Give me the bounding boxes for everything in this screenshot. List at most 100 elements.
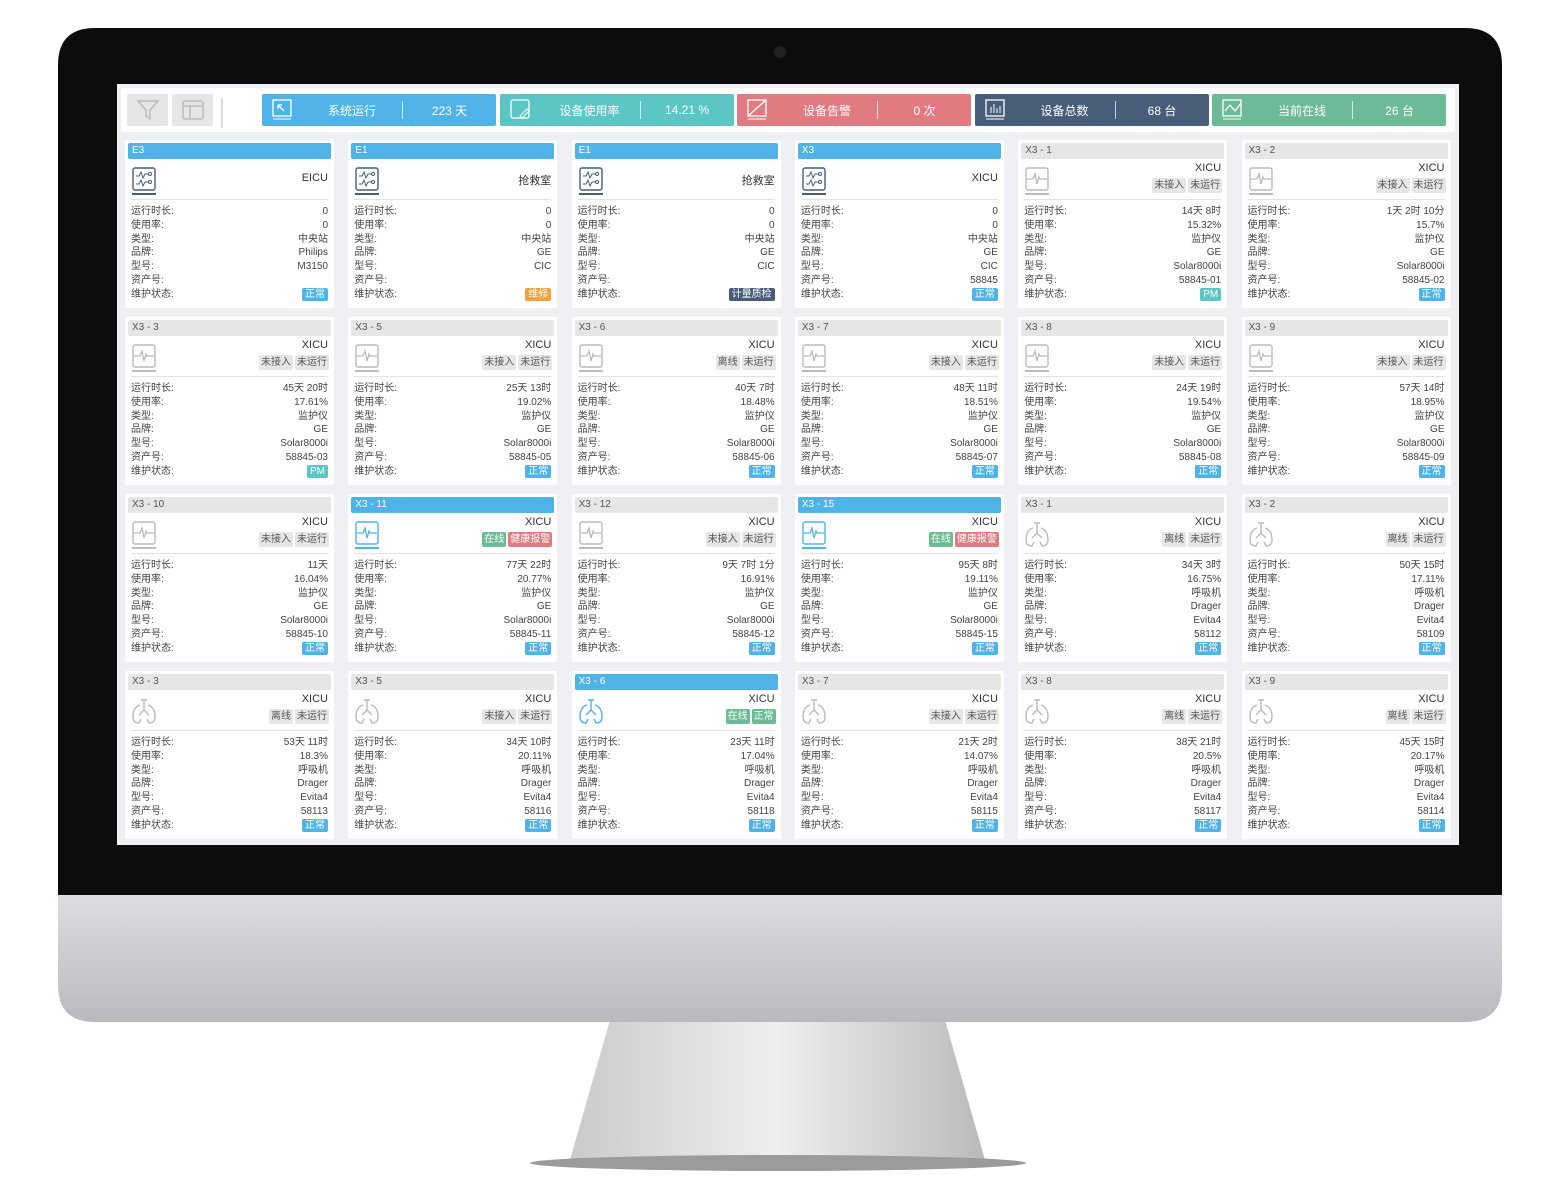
field-list: 运行时长: 25天 13时 使用率: 19.02% 类型: 监护仪 品牌: GE 型号: Sola…	[354, 382, 552, 479]
device-card[interactable]: X3 - 6 XICU 在线 正常 运行时长: 23天 11时 使用率: 17.04% 类…	[571, 671, 781, 839]
status-tags: 离线 未运行	[1162, 532, 1223, 547]
device-card[interactable]: X3 - 7 XICU 未接入 未运行 运行时长: 48天 11时 使用率: 18.51…	[794, 317, 1004, 485]
field-label: 运行时长:	[577, 737, 621, 748]
field-value: 0	[545, 219, 552, 231]
filter-button[interactable]	[127, 94, 168, 126]
stat-card[interactable]: 当前在线 26 台	[1212, 94, 1446, 126]
device-card[interactable]: X3 - 5 XICU 未接入 未运行 运行时长: 25天 13时 使用率: 19.02…	[348, 317, 558, 485]
device-card[interactable]: X3 - 1 XICU 未接入 未运行 运行时长: 14天 8时 使用率: 15.32%…	[1018, 140, 1228, 308]
field-row: 型号: Solar8000i	[1248, 260, 1445, 274]
field-label: 使用率:	[131, 573, 164, 585]
device-card[interactable]: X3 - 5 XICU 未接入 未运行 运行时长: 34天 10时 使用率: 20.11…	[348, 671, 558, 839]
location: XICU	[971, 339, 998, 351]
status-tag: 未运行	[741, 355, 776, 370]
maintenance-status-badge: 正常	[1418, 641, 1445, 655]
device-card[interactable]: E1 抢救室 运行时长: 0 使用率: 0 类型: 中央站 品牌: GE 型号: CIC 资产号: 维…	[348, 140, 558, 308]
field-row: 品牌: GE	[1024, 246, 1221, 260]
device-card[interactable]: X3 - 3 XICU 未接入 未运行 运行时长: 45天 20时 使用率: 17.61…	[125, 317, 334, 485]
field-label: 资产号:	[800, 274, 834, 286]
field-value: Drager	[1190, 601, 1222, 613]
field-row: 型号: Solar8000i	[578, 437, 775, 451]
field-list: 运行时长: 23天 11时 使用率: 17.04% 类型: 呼吸机 品牌: Drager 型号:…	[578, 736, 775, 833]
field-value: Evita4	[1193, 792, 1222, 804]
monitor-icon	[1024, 166, 1050, 196]
field-label: 资产号:	[1024, 805, 1057, 817]
stat-card[interactable]: 系统运行 223 天	[262, 94, 496, 126]
device-card[interactable]: X3 - 3 XICU 离线 未运行 运行时长: 53天 11时 使用率: 18.3% 类…	[125, 671, 334, 839]
field-value: 监护仪	[744, 410, 775, 422]
field-value: 呼吸机	[298, 764, 328, 776]
field-label: 维护状态:	[354, 642, 398, 654]
device-card[interactable]: X3 - 10 XICU 未接入 未运行 运行时长: 11天 使用率: 16.04% 类型…	[125, 494, 334, 662]
status-tags: 离线 未运行	[1385, 709, 1446, 724]
field-label: 资产号:	[131, 274, 164, 286]
location: XICU	[1194, 693, 1222, 705]
device-card[interactable]: X3 - 15 XICU 在线 健康报警 运行时长: 95天 8时 使用率: 19.11…	[794, 494, 1004, 662]
card-header: E1	[574, 143, 778, 159]
field-row: 品牌: GE	[354, 246, 551, 260]
field-label: 型号:	[800, 261, 824, 273]
field-value: 20.11%	[518, 750, 552, 762]
field-value: Evita4	[970, 792, 998, 804]
field-label: 类型:	[1024, 764, 1047, 776]
field-label: 品牌:	[1247, 778, 1271, 790]
field-label: 维护状态:	[577, 465, 621, 477]
field-row: 型号: Evita4	[1024, 614, 1221, 628]
field-label: 资产号:	[1247, 628, 1281, 640]
field-value: 19.02%	[517, 396, 552, 408]
field-label: 类型:	[800, 233, 824, 245]
device-card[interactable]: X3 - 8 XICU 离线 未运行 运行时长: 38天 21时 使用率: 20.5% 类…	[1018, 671, 1228, 839]
device-card[interactable]: X3 - 9 XICU 离线 未运行 运行时长: 45天 15时 使用率: 20.17%…	[1241, 671, 1451, 839]
card-header: X3 - 8	[1021, 674, 1225, 690]
field-label: 使用率:	[800, 750, 834, 762]
device-card[interactable]: X3 - 12 XICU 未接入 未运行 运行时长: 9天 7时 1分 使用率: 16.…	[571, 494, 781, 662]
monitor-icon	[131, 520, 157, 550]
maintenance-status-badge: 正常	[748, 464, 775, 478]
device-card[interactable]: X3 - 6 XICU 离线 未运行 运行时长: 40天 7时 使用率: 18.48% 类…	[571, 317, 781, 485]
field-row: 运行时长: 40天 7时	[578, 382, 775, 396]
status-tags: 未接入 未运行	[259, 355, 329, 370]
monitor-icon	[578, 520, 604, 550]
monitor-icon	[1248, 166, 1274, 196]
stat-card[interactable]: 设备使用率 14.21 %	[499, 94, 734, 126]
device-card[interactable]: X3 - 2 XICU 离线 未运行 运行时长: 50天 15时 使用率: 17.11%…	[1241, 494, 1451, 662]
field-label: 运行时长:	[800, 560, 844, 571]
status-tag: 离线	[1385, 709, 1410, 724]
status-tag: 未接入	[482, 355, 517, 370]
location: 抢救室	[518, 175, 552, 187]
field-label: 使用率:	[800, 396, 834, 408]
field-row: 类型: 监护仪	[1248, 233, 1445, 247]
central-icon	[801, 166, 827, 196]
field-row: 品牌: GE	[1248, 246, 1445, 260]
field-value: Drager	[744, 778, 775, 790]
card-header: E1	[351, 143, 555, 159]
device-card[interactable]: E3 EICU 运行时长: 0 使用率: 0 类型: 中央站 品牌: Philips 型号: M3…	[125, 140, 334, 308]
stat-card[interactable]: 设备总数 68 台	[974, 94, 1209, 126]
device-card[interactable]: X3 - 11 XICU 在线 健康报警 运行时长: 77天 22时 使用率: 20.7…	[348, 494, 558, 662]
device-card[interactable]: X3 - 2 XICU 未接入 未运行 运行时长: 1天 2时 10分 使用率: 15.…	[1241, 140, 1451, 308]
field-value: 17.04%	[740, 750, 775, 762]
device-card[interactable]: X3 - 1 XICU 离线 未运行 运行时长: 34天 3时 使用率: 16.75% 类…	[1018, 494, 1228, 662]
field-value: 18.95%	[1410, 396, 1445, 408]
field-label: 类型:	[800, 410, 824, 422]
status-tag: 未运行	[741, 532, 776, 547]
central-icon	[131, 166, 157, 196]
divider	[354, 730, 552, 731]
field-row: 型号: Evita4	[801, 791, 998, 805]
device-card[interactable]: X3 - 7 XICU 未接入 未运行 运行时长: 21天 2时 使用率: 14.07%…	[794, 671, 1004, 839]
device-card[interactable]: X3 - 9 XICU 未接入 未运行 运行时长: 57天 14时 使用率: 18.95…	[1241, 317, 1451, 485]
ventilator-icon	[1248, 520, 1274, 550]
field-label: 运行时长:	[800, 737, 844, 748]
field-row: 类型: 呼吸机	[131, 764, 328, 778]
field-row: 类型: 监护仪	[578, 587, 775, 601]
device-card[interactable]: X3 - 8 XICU 未接入 未运行 运行时长: 24天 19时 使用率: 19.54…	[1018, 317, 1228, 485]
field-row: 运行时长: 34天 3时	[1024, 559, 1221, 573]
status-tag: 在线	[725, 709, 750, 724]
stat-card[interactable]: 设备告警 0 次	[737, 94, 971, 126]
layout-button[interactable]	[172, 94, 213, 126]
device-card[interactable]: E1 抢救室 运行时长: 0 使用率: 0 类型: 中央站 品牌: GE 型号: CIC 资产号: 维…	[571, 140, 781, 308]
field-row: 品牌: Drager	[1024, 777, 1221, 791]
device-card[interactable]: X3 XICU 运行时长: 0 使用率: 0 类型: 中央站 品牌: GE 型号: CIC 资产号:…	[794, 140, 1004, 308]
field-value: Evita4	[523, 792, 552, 804]
field-row: 维护状态: 正常	[131, 641, 328, 656]
